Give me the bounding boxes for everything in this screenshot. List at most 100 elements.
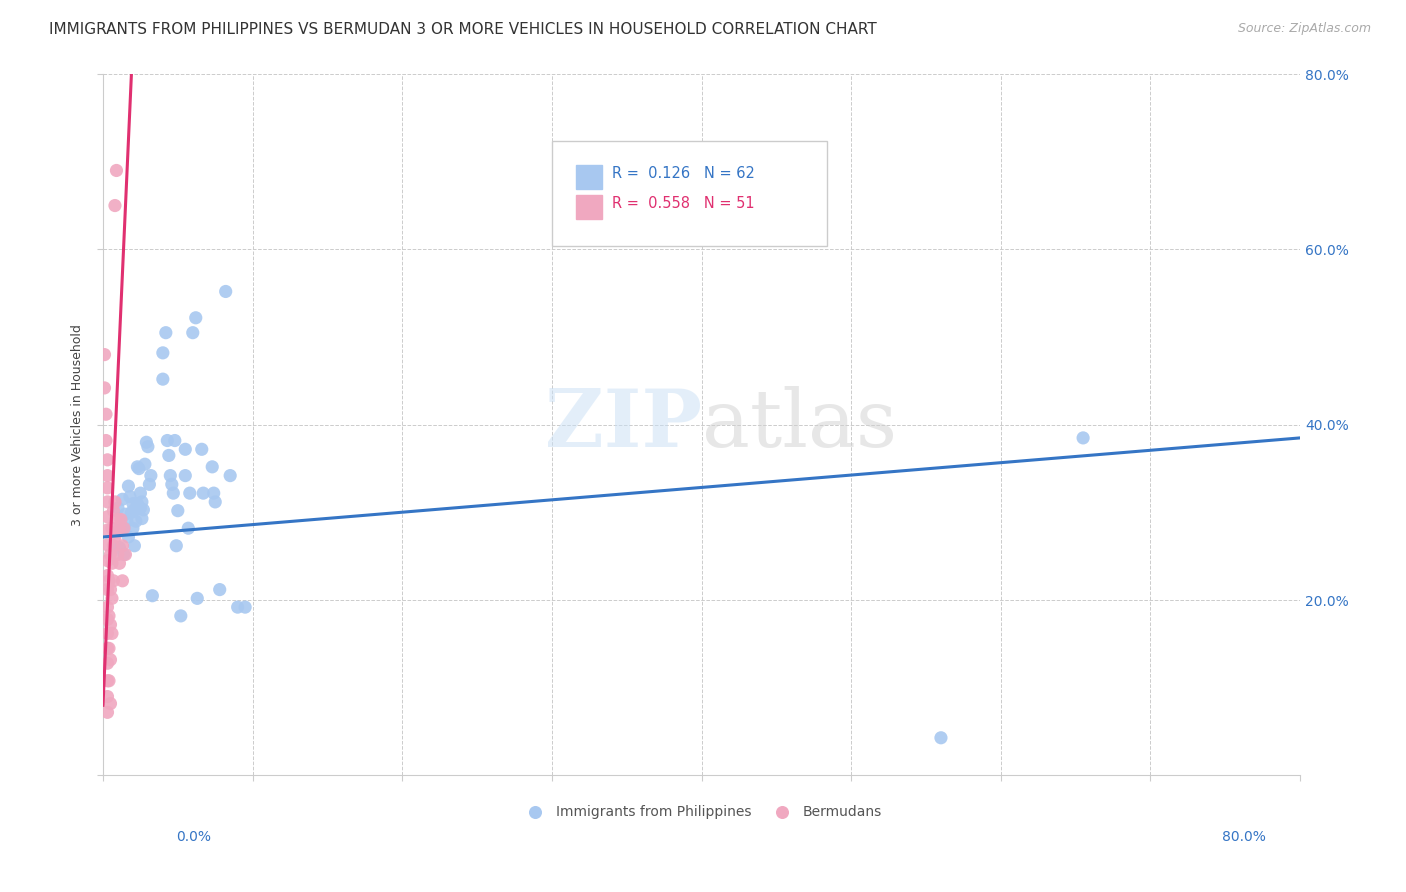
Point	[177, 521, 200, 535]
Point	[117, 530, 139, 544]
Point	[96, 568, 118, 582]
Point	[117, 479, 139, 493]
Point	[122, 497, 145, 511]
Point	[100, 617, 122, 632]
Point	[112, 521, 135, 535]
Point	[107, 501, 129, 516]
Text: atlas: atlas	[702, 385, 897, 464]
Point	[100, 582, 122, 597]
Point	[215, 285, 238, 299]
FancyBboxPatch shape	[553, 141, 827, 246]
Point	[174, 442, 197, 457]
Point	[108, 521, 131, 535]
Y-axis label: 3 or more Vehicles in Household: 3 or more Vehicles in Household	[72, 324, 84, 525]
Point	[108, 556, 131, 570]
Point	[104, 198, 127, 212]
Point	[136, 440, 159, 454]
Point	[174, 468, 197, 483]
Point	[103, 574, 125, 588]
Point	[202, 486, 225, 500]
Point	[122, 521, 145, 535]
Point	[94, 407, 117, 421]
Point	[96, 657, 118, 671]
Point	[111, 539, 134, 553]
Point	[162, 486, 184, 500]
Point	[110, 512, 132, 526]
Point	[103, 504, 125, 518]
Point	[103, 539, 125, 553]
Bar	[576, 195, 602, 219]
Point	[96, 554, 118, 568]
Point	[120, 505, 142, 519]
Point	[138, 477, 160, 491]
Point	[139, 468, 162, 483]
Point	[186, 591, 208, 606]
Point	[96, 495, 118, 509]
Point	[96, 673, 118, 688]
Point	[104, 495, 127, 509]
Point	[134, 457, 156, 471]
Point	[128, 461, 150, 475]
Point	[112, 521, 135, 535]
Text: 0.0%: 0.0%	[176, 830, 211, 844]
Point	[96, 509, 118, 524]
Point	[159, 468, 181, 483]
Point	[201, 459, 224, 474]
Text: Source: ZipAtlas.com: Source: ZipAtlas.com	[1237, 22, 1371, 36]
Point	[96, 641, 118, 656]
Point	[131, 511, 153, 525]
Point	[132, 503, 155, 517]
Point	[96, 538, 118, 552]
Point	[124, 539, 146, 553]
Text: 80.0%: 80.0%	[1222, 830, 1265, 844]
Legend: Immigrants from Philippines, Bermudans: Immigrants from Philippines, Bermudans	[516, 799, 887, 824]
Point	[129, 486, 152, 500]
Point	[208, 582, 231, 597]
Point	[111, 574, 134, 588]
Point	[226, 600, 249, 615]
Point	[156, 434, 179, 448]
Point	[170, 608, 193, 623]
Point	[160, 477, 183, 491]
Point	[100, 653, 122, 667]
Point	[131, 495, 153, 509]
Point	[107, 548, 129, 562]
Point	[96, 706, 118, 720]
Text: IMMIGRANTS FROM PHILIPPINES VS BERMUDAN 3 OR MORE VEHICLES IN HOUSEHOLD CORRELAT: IMMIGRANTS FROM PHILIPPINES VS BERMUDAN …	[49, 22, 877, 37]
Point	[125, 514, 148, 528]
Point	[135, 435, 157, 450]
Point	[96, 481, 118, 495]
Point	[190, 442, 212, 457]
Point	[98, 608, 121, 623]
Point	[141, 589, 163, 603]
Point	[96, 468, 118, 483]
Point	[96, 582, 118, 597]
Point	[100, 697, 122, 711]
Point	[112, 548, 135, 562]
Point	[179, 486, 201, 500]
Point	[96, 626, 118, 640]
Point	[96, 690, 118, 704]
Point	[152, 346, 174, 360]
Point	[105, 163, 128, 178]
Point	[104, 530, 127, 544]
Point	[155, 326, 177, 340]
Point	[93, 348, 115, 362]
Point	[184, 310, 207, 325]
Point	[101, 591, 124, 606]
Point	[114, 507, 136, 521]
Point	[233, 600, 256, 615]
Text: R =  0.558   N = 51: R = 0.558 N = 51	[612, 196, 755, 211]
Point	[98, 574, 121, 588]
Point	[93, 381, 115, 395]
Point	[129, 501, 152, 516]
Point	[96, 523, 118, 537]
Point	[929, 731, 952, 745]
Point	[101, 626, 124, 640]
Point	[193, 486, 215, 500]
Point	[204, 495, 226, 509]
Point	[114, 548, 136, 562]
Point	[101, 521, 124, 535]
Text: ZIP: ZIP	[544, 385, 702, 464]
Bar	[576, 165, 602, 189]
